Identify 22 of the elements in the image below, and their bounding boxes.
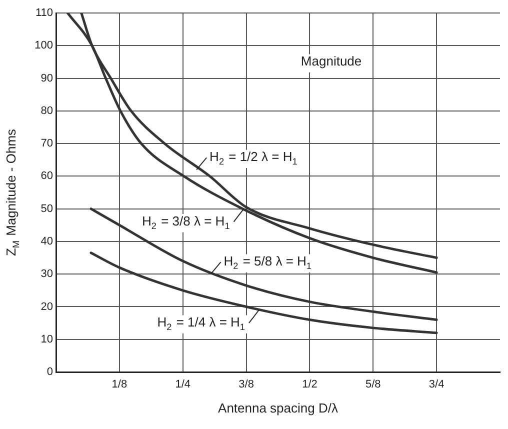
x-tick-label: 3/4: [428, 378, 444, 391]
y-tick-label: 110: [35, 7, 53, 20]
y-axis-title: ZM Magnitude - Ohms: [4, 128, 22, 256]
y-tick-label: 90: [40, 72, 53, 84]
x-axis-title: Antenna spacing D/λ: [218, 400, 338, 416]
y-tick-label: 20: [40, 300, 53, 313]
y-tick-label: 10: [40, 333, 53, 346]
x-tick-label: 1/2: [302, 378, 318, 391]
x-tick-label: 3/8: [238, 378, 254, 391]
y-tick-label: 60: [40, 170, 53, 182]
y-tick-label: 40: [40, 235, 53, 248]
y-tick-label: 0: [46, 366, 53, 378]
x-tick-label: 5/8: [365, 378, 381, 391]
line-series: [90, 252, 438, 334]
text: Magnitude: [300, 54, 362, 69]
x-tick-label: 1/4: [175, 378, 191, 391]
y-tick-label: 70: [40, 138, 53, 150]
y-tick-label: 100: [34, 40, 53, 52]
x-tick-label: 1/8: [112, 378, 128, 391]
y-tick-label: 50: [40, 202, 53, 215]
y-tick-label: 80: [40, 104, 53, 117]
y-tick-label: 30: [40, 268, 53, 280]
